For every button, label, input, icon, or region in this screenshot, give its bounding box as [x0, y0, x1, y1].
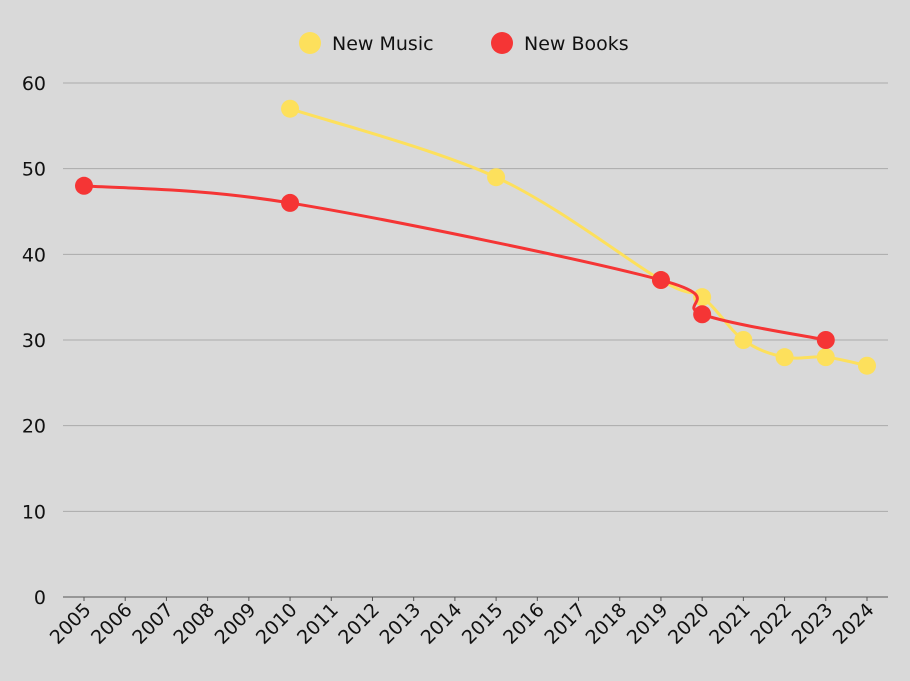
x-tick-label: 2018: [582, 599, 632, 649]
series-line: [83, 184, 827, 342]
y-tick-label: 50: [22, 159, 46, 181]
data-point: [281, 99, 300, 118]
x-tick-label: 2009: [211, 599, 261, 649]
legend-marker: [491, 32, 513, 54]
x-tick-label: 2019: [623, 599, 673, 649]
y-tick-label: 40: [22, 244, 46, 266]
data-point: [775, 348, 794, 367]
x-tick-label: 2013: [375, 599, 425, 649]
x-tick-label: 2021: [705, 599, 755, 649]
legend-label: New Books: [524, 33, 629, 55]
x-tick-label: 2006: [87, 599, 137, 649]
x-tick-label: 2011: [293, 599, 343, 649]
data-point: [487, 168, 506, 187]
y-tick-label: 60: [22, 73, 46, 95]
x-tick-label: 2010: [252, 599, 302, 649]
y-tick-label: 20: [22, 416, 46, 438]
x-tick-label: 2016: [499, 599, 549, 649]
x-tick-label: 2005: [46, 599, 96, 649]
y-tick-label: 10: [22, 501, 46, 523]
data-point: [734, 331, 753, 349]
data-point: [858, 356, 876, 375]
data-point: [75, 176, 93, 195]
x-tick-label: 2014: [417, 599, 467, 649]
y-tick-label: 30: [22, 330, 46, 352]
x-tick-label: 2024: [829, 599, 879, 649]
x-tick-label: 2020: [664, 599, 714, 649]
series-line: [289, 107, 868, 368]
y-tick-label: 0: [34, 587, 46, 609]
x-tick-label: 2012: [334, 599, 384, 649]
x-tick-label: 2022: [746, 599, 796, 649]
x-tick-label: 2015: [458, 599, 508, 649]
data-point: [816, 348, 835, 367]
legend-label: New Music: [332, 33, 434, 55]
legend-marker: [299, 32, 321, 54]
data-point: [651, 271, 670, 290]
x-tick-label: 2007: [128, 599, 178, 649]
x-tick-label: 2023: [788, 599, 838, 649]
data-point: [816, 331, 835, 349]
data-point: [693, 305, 712, 324]
x-tick-label: 2017: [540, 599, 590, 649]
x-tick-label: 2008: [169, 599, 219, 649]
data-point: [281, 193, 300, 212]
